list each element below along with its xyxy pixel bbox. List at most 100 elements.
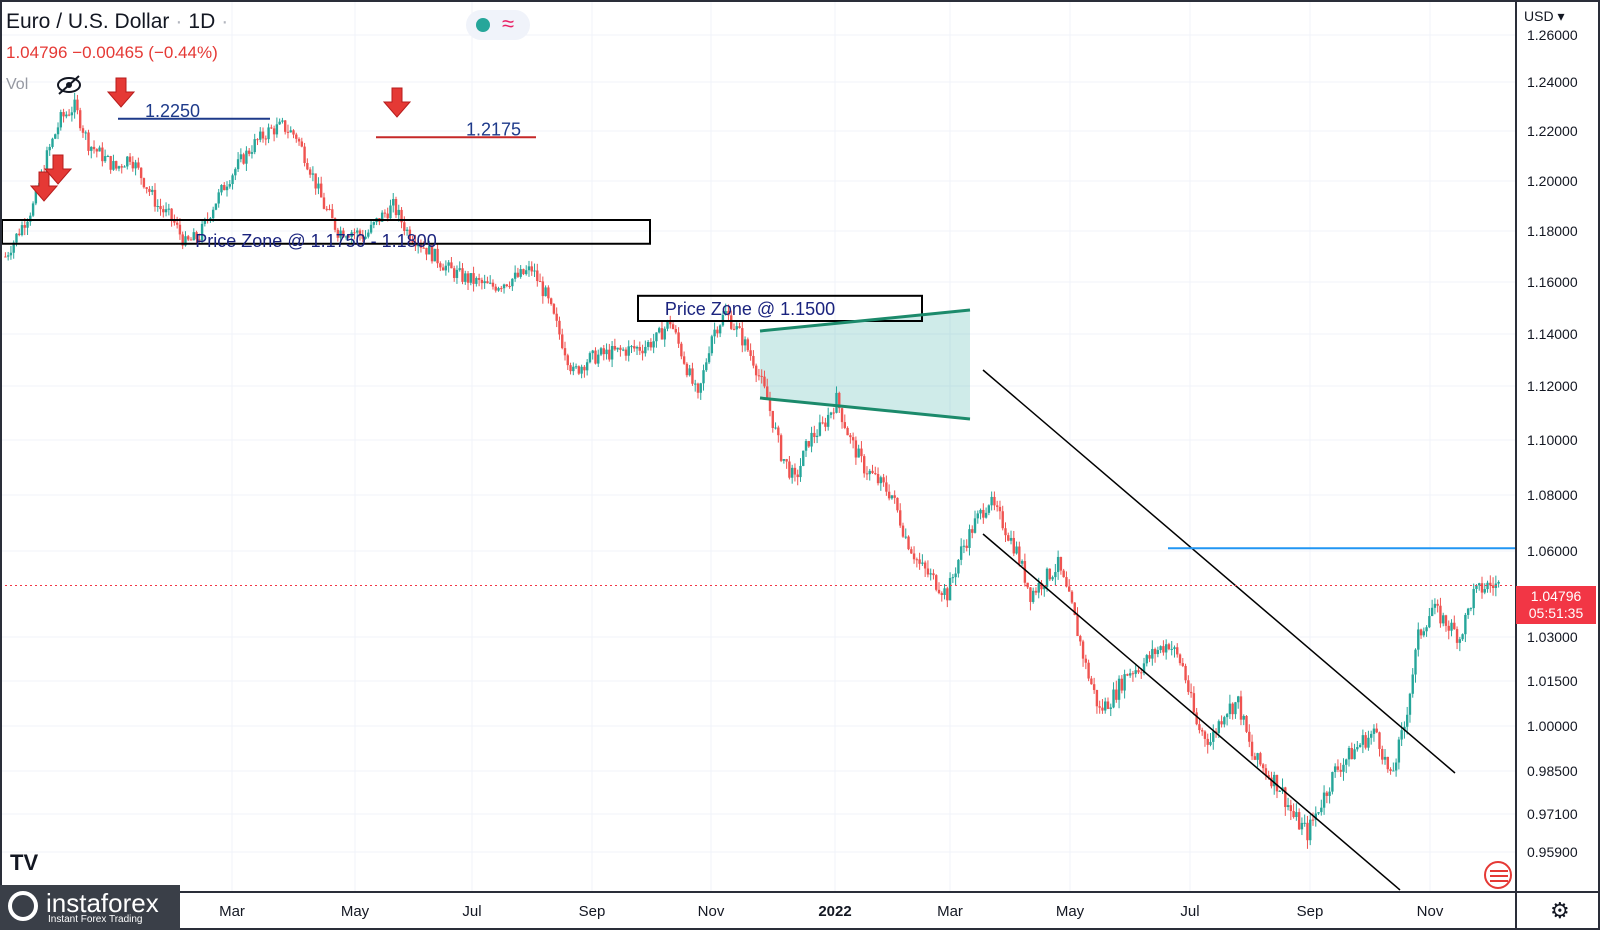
candle-body (1128, 673, 1132, 676)
candle-body (491, 282, 495, 287)
candle-body (331, 209, 334, 219)
candle-body (558, 320, 561, 335)
candle-body (1273, 774, 1276, 787)
candle-body (1181, 663, 1184, 666)
candle-body (948, 577, 952, 601)
candle-body (1176, 647, 1179, 655)
candle-body (921, 562, 924, 564)
candle-body (1267, 775, 1270, 778)
down-arrow-icon (106, 77, 136, 108)
brand-tagline: Instant Forex Trading (48, 914, 143, 925)
candle-body (829, 412, 833, 415)
candle-body (954, 573, 957, 578)
candle-body (317, 183, 320, 189)
candle-body (910, 549, 913, 554)
triangle-upper-line (759, 308, 971, 333)
candle-body (1428, 616, 1431, 628)
candle-body (386, 213, 389, 219)
candle-body (433, 248, 436, 262)
candle-body (1278, 790, 1281, 792)
candle-body (1270, 777, 1273, 787)
time-tick-label: Nov (698, 903, 725, 920)
price-tick-label: 1.01500 (1527, 673, 1578, 689)
candle-body (549, 298, 553, 305)
candle-body (896, 497, 899, 511)
candle-body (1062, 570, 1065, 578)
candle-body (940, 593, 943, 595)
candle-body (295, 134, 298, 139)
candle-body (525, 270, 528, 275)
candle-body (29, 215, 32, 222)
candle-body (763, 376, 766, 387)
candle-body (979, 509, 982, 514)
settings-gear-icon[interactable]: ⚙ (1550, 898, 1570, 923)
candle-body (403, 222, 406, 231)
candle-body (1145, 655, 1148, 664)
candle-body (929, 573, 932, 575)
candle-body (724, 310, 727, 315)
candle-body (372, 222, 376, 225)
last-price-tag: 1.04796 05:51:35 (1516, 586, 1596, 624)
tradingview-logo-icon[interactable]: TV (10, 850, 39, 875)
candle-body (419, 245, 423, 248)
price-zone-label-2: Price Zone @ 1.1500 (665, 299, 835, 319)
candle-body (1162, 646, 1165, 653)
candle-body (552, 304, 556, 314)
price-axis: 1.26000 1.24000 1.22000 1.20000 1.18000 1.160… (1527, 27, 1578, 860)
candle-body (868, 470, 871, 475)
candle-body (489, 282, 492, 284)
candle-body (1137, 670, 1140, 673)
candle-body (259, 131, 262, 140)
candle-body (65, 114, 68, 117)
candle-body (915, 559, 919, 561)
candle-body (1342, 764, 1345, 772)
candle-body (247, 150, 251, 154)
candle-body (480, 279, 484, 284)
candle-body (1234, 702, 1237, 715)
candle-body (727, 310, 730, 316)
candle-body (278, 121, 281, 125)
time-tick-label: Sep (1297, 903, 1324, 920)
candle-body (854, 440, 858, 458)
price-tick-label: 1.20000 (1527, 173, 1578, 189)
candle-body (358, 230, 362, 235)
candle-body (1051, 577, 1054, 580)
candle-body (156, 206, 159, 208)
candle-body (826, 414, 830, 427)
candle-body (217, 192, 220, 204)
price-tick-label: 1.16000 (1527, 274, 1578, 290)
currency-selector[interactable]: USD ▾ (1524, 8, 1565, 24)
candle-body (1450, 622, 1453, 631)
candle-body (1079, 636, 1082, 642)
candle-body (879, 477, 883, 484)
candle-body (1098, 706, 1101, 708)
candle-body (1386, 756, 1389, 770)
symbol-title[interactable]: Euro / U.S. Dollar · 1D · (6, 10, 229, 33)
candle-body (574, 366, 578, 368)
candle-body (674, 328, 678, 333)
candle-body (871, 470, 874, 474)
candle-body (591, 350, 594, 354)
triangle-lower-line (759, 396, 971, 421)
candle-body (275, 124, 279, 135)
candle-body (87, 132, 90, 151)
candle-body (220, 184, 223, 193)
candle-body (128, 156, 132, 162)
candle-body (356, 230, 359, 233)
candle-body (320, 183, 323, 198)
candle-body (968, 529, 971, 548)
candle-body (250, 152, 254, 154)
candle-body (297, 138, 301, 142)
us-flag-icon[interactable] (1484, 861, 1512, 889)
eye-hidden-icon[interactable] (56, 74, 82, 96)
candle-body (336, 229, 340, 238)
candle-body (1018, 546, 1021, 564)
candle-body (1223, 717, 1226, 725)
candle-body (494, 286, 497, 291)
candle-body (577, 366, 581, 374)
price-tick-label: 1.26000 (1527, 27, 1578, 43)
candle-body (696, 383, 700, 393)
market-status-pill[interactable]: ≈ (466, 10, 530, 40)
candle-body (256, 139, 259, 141)
